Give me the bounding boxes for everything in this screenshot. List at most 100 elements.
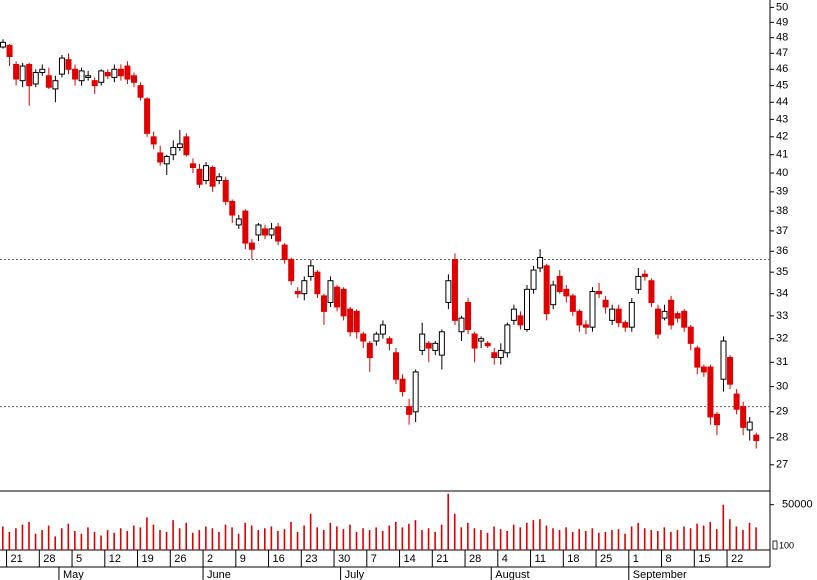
y-tick-label: 43 — [776, 113, 788, 125]
volume-bar — [735, 526, 738, 550]
volume-bar — [637, 522, 639, 550]
volume-bar — [80, 533, 83, 550]
volume-bar — [8, 531, 11, 550]
candle-body — [222, 180, 229, 202]
volume-bar — [381, 530, 384, 550]
volume-bar — [395, 521, 397, 550]
candle-body — [0, 41, 6, 48]
candle-body — [314, 271, 321, 295]
volume-bar — [257, 530, 260, 550]
candle-body — [176, 143, 183, 149]
candle-body — [687, 326, 694, 344]
candle-body — [373, 333, 380, 342]
candle-body — [471, 333, 478, 349]
volume-bar — [414, 520, 417, 550]
volume-bar — [342, 529, 345, 550]
y-tick-label: 42 — [776, 131, 788, 143]
candle-body — [281, 244, 288, 261]
volume-bar — [211, 528, 214, 550]
y-tick-label: 44 — [776, 96, 788, 108]
candle-body — [727, 356, 734, 385]
candle-body — [569, 295, 576, 312]
candle-body — [366, 342, 373, 358]
volume-bar — [329, 522, 332, 550]
x-tick-label: 16 — [273, 553, 285, 565]
volume-bar — [87, 527, 89, 550]
x-tick-label: 25 — [600, 553, 612, 565]
candle-body — [262, 228, 268, 236]
volume-bar — [539, 519, 541, 550]
volume-bar — [146, 517, 148, 550]
volume-bar — [67, 523, 70, 550]
x-tick-label: 19 — [142, 553, 154, 565]
x-tick-label: 9 — [240, 553, 246, 565]
candle-body — [504, 324, 511, 354]
volume-bar — [28, 521, 30, 550]
volume-bar — [696, 523, 698, 550]
candle-body — [589, 291, 596, 328]
x-tick-label: 26 — [174, 553, 186, 565]
y-tick-label: 48 — [776, 32, 788, 44]
volume-tick-label: 50000 — [782, 499, 813, 511]
x-tick-label: 2 — [207, 553, 213, 565]
volume-bar — [519, 527, 522, 550]
candle-body — [510, 308, 517, 321]
candle-body — [628, 301, 635, 328]
x-tick-label: 5 — [76, 553, 82, 565]
candle-body — [360, 333, 367, 342]
candle-body — [72, 68, 79, 80]
candle-body — [327, 280, 334, 303]
volume-bar — [74, 530, 76, 550]
candle-body — [622, 322, 629, 328]
candle-body — [596, 291, 603, 295]
month-label: August — [495, 569, 529, 580]
candle-body — [668, 299, 675, 326]
candle-body — [602, 299, 609, 308]
volume-bar — [748, 522, 751, 550]
volume-bar — [467, 522, 469, 550]
volume-bar — [113, 532, 115, 550]
volume-bar — [355, 531, 358, 550]
y-tick-label: 28 — [776, 432, 788, 444]
candle-body — [556, 275, 563, 293]
volume-bar — [2, 526, 4, 550]
volume-bar — [119, 528, 122, 550]
volume-bar — [663, 527, 666, 550]
x-tick-label: 21 — [11, 553, 23, 565]
candle-body — [124, 65, 131, 80]
candle-body — [32, 72, 39, 85]
candle-body — [563, 288, 570, 297]
volume-bar — [604, 531, 607, 550]
volume-bar — [47, 525, 50, 550]
candle-body — [157, 152, 164, 163]
volume-bar — [106, 530, 109, 550]
volume-bar — [309, 513, 312, 550]
candle-body — [117, 68, 124, 77]
candle-body — [196, 168, 203, 185]
y-tick-label: 27 — [776, 459, 788, 471]
y-tick-label: 50 — [776, 1, 788, 13]
unit-icon — [772, 540, 778, 550]
volume-bar — [336, 526, 338, 550]
volume-bar — [41, 530, 43, 550]
volume-bar — [532, 520, 535, 550]
volume-bar — [709, 521, 711, 550]
volume-bar — [172, 520, 174, 550]
y-tick-label: 47 — [776, 47, 788, 59]
candle-body — [406, 406, 413, 415]
volume-bar — [499, 529, 502, 550]
candle-body — [347, 308, 354, 333]
candle-body — [229, 200, 236, 216]
volume-bar — [388, 525, 391, 550]
volume-bar — [322, 530, 325, 550]
y-tick-label: 46 — [776, 63, 788, 75]
volume-bar — [715, 529, 718, 550]
volume-bar — [60, 528, 63, 550]
candle-body — [674, 313, 681, 319]
y-tick-label: 32 — [776, 333, 788, 345]
candle-body — [694, 347, 701, 368]
candle-body — [635, 275, 642, 290]
volume-bar — [742, 530, 744, 550]
candle-body — [111, 68, 118, 78]
x-tick-label: 21 — [436, 553, 448, 565]
